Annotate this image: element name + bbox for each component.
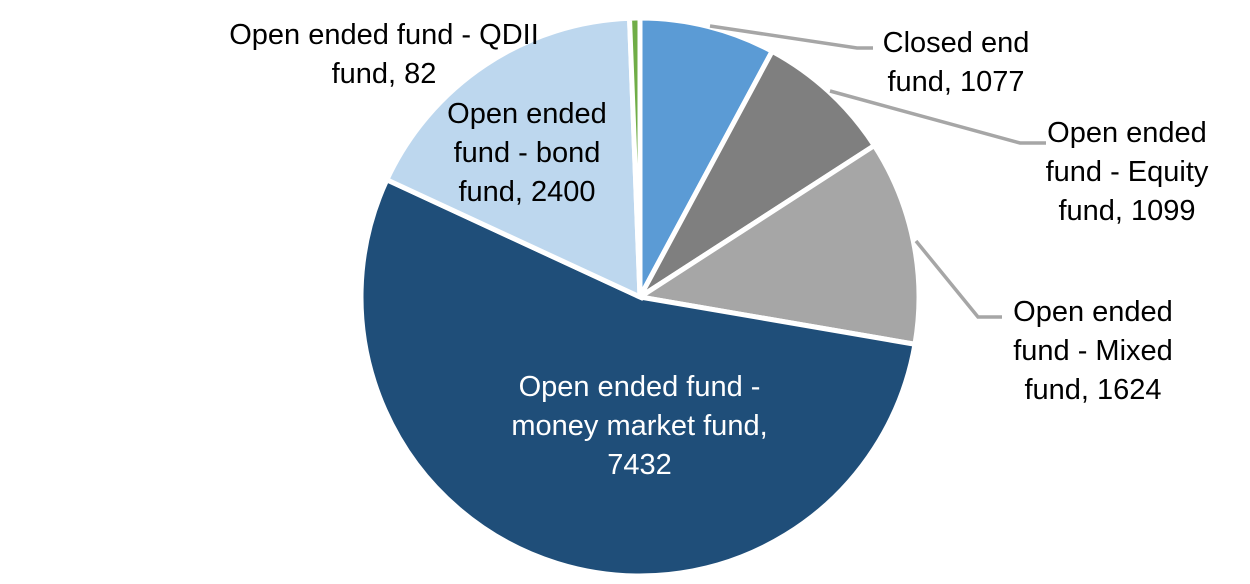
pie-slice-open-ended-fund-qdii-fund [626,15,643,298]
leader-line-mixed-fund [914,239,1002,319]
leader-line-equity-fund [829,89,1046,145]
leader-line-closed-end-fund [709,24,873,50]
pie-slice-open-ended-fund-money-market-fund [358,176,918,579]
pie-slice-open-ended-fund-equity-fund [637,47,878,300]
pie-slice-open-ended-fund-mixed-fund [633,142,922,348]
pie-slice-closed-end-fund [637,15,776,299]
pie-slice-open-ended-fund-bond-fund [383,15,643,301]
